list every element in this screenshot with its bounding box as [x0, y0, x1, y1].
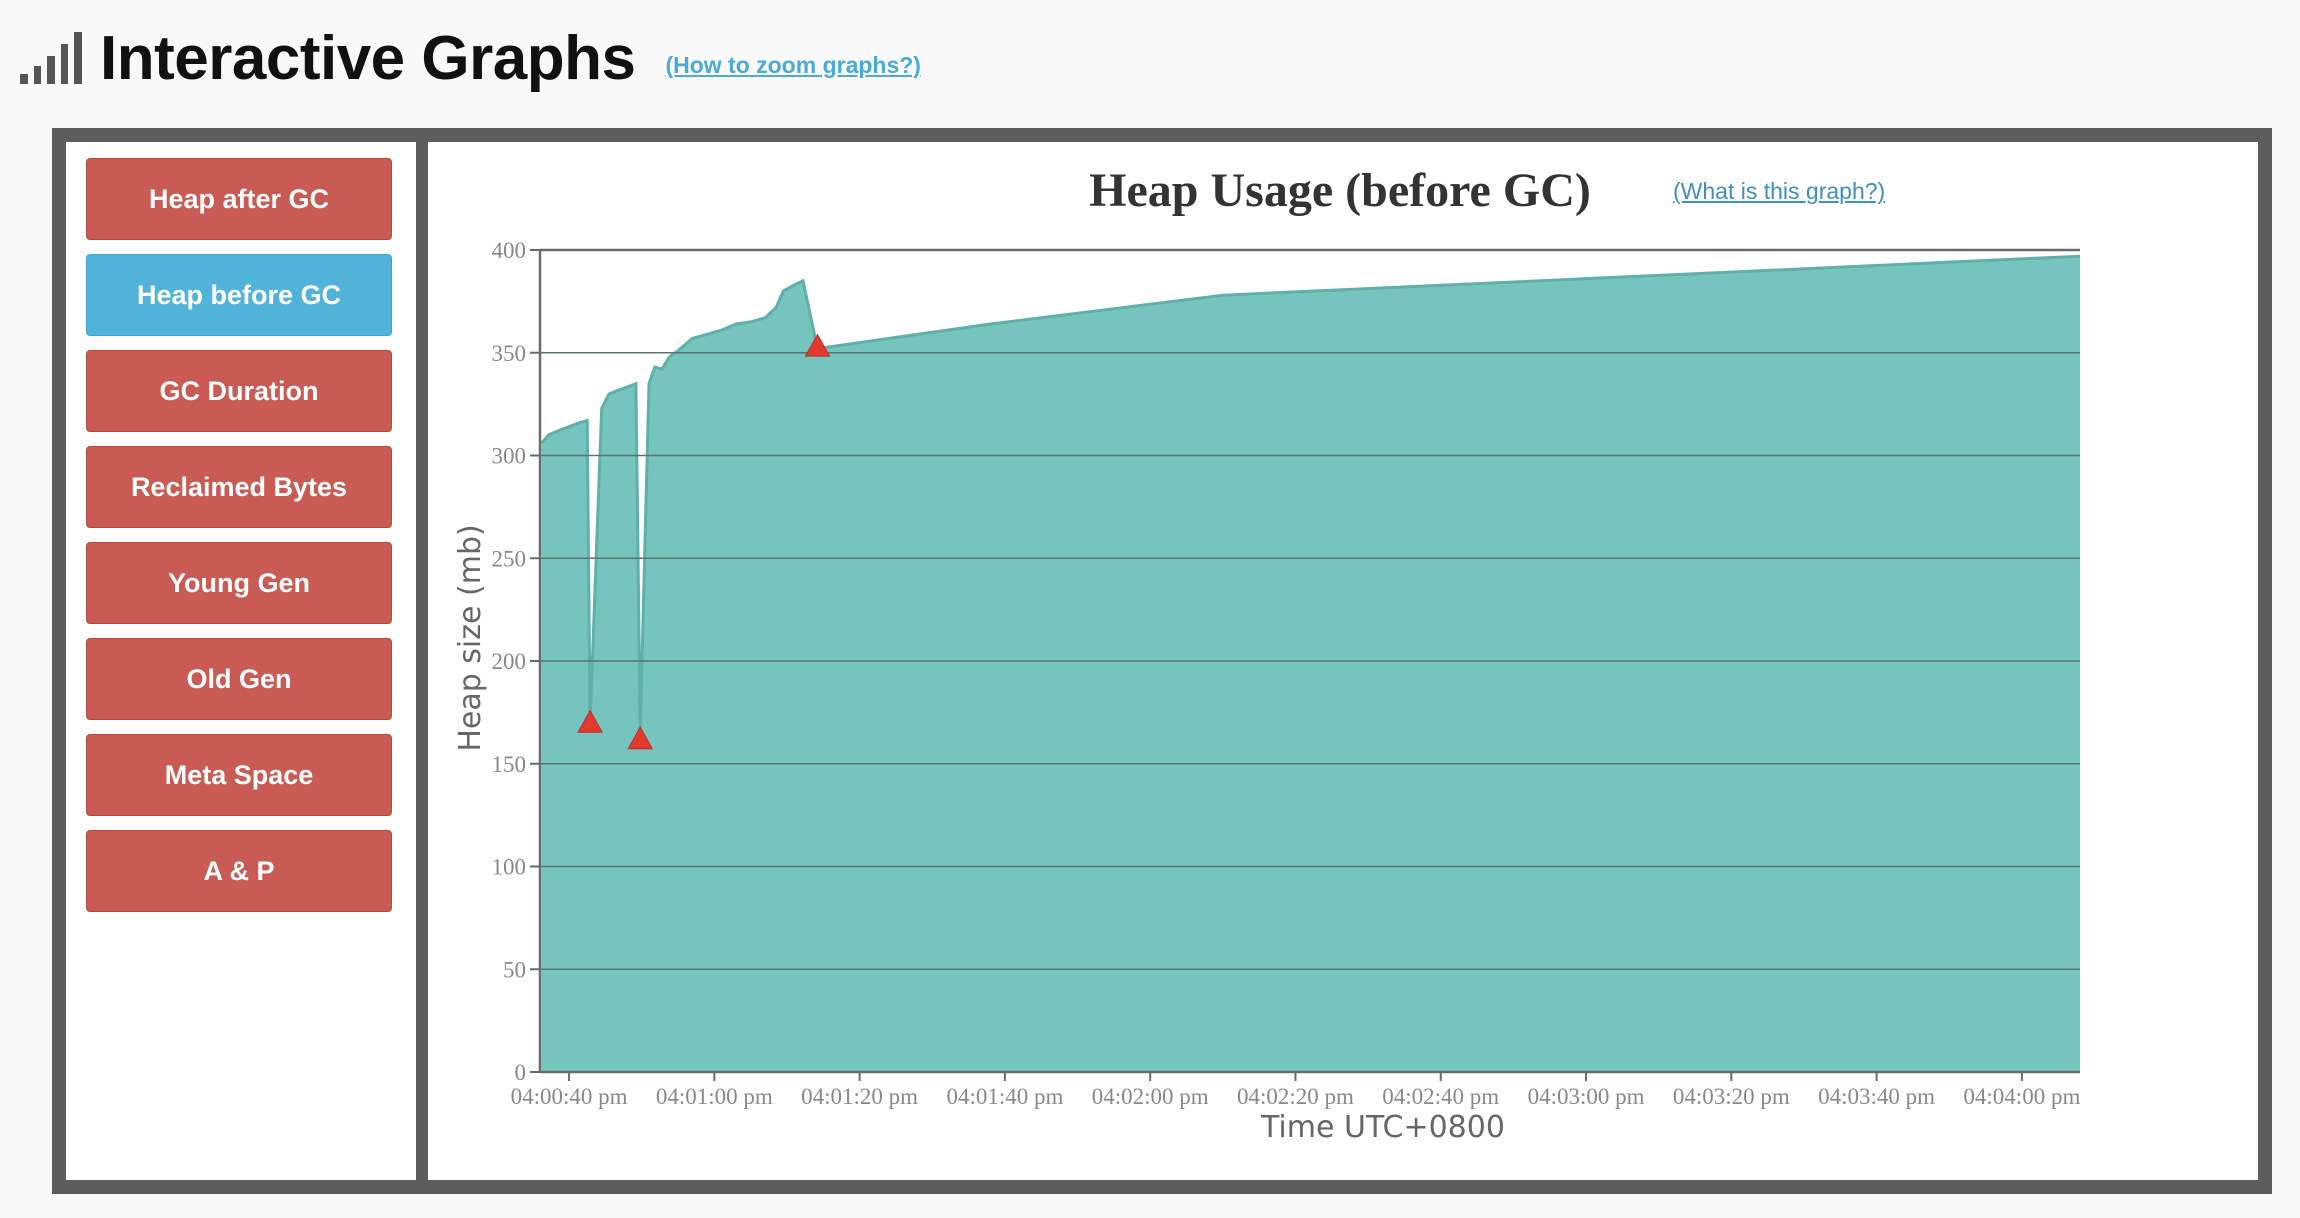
reclaimed-bytes-button[interactable]: Reclaimed Bytes — [86, 446, 392, 528]
x-tick-label: 04:01:00 pm — [656, 1084, 773, 1109]
y-tick-label: 200 — [492, 649, 527, 674]
zoom-help-link[interactable]: (How to zoom graphs?) — [665, 51, 921, 78]
graphs-frame: Heap after GC Heap before GC GC Duration… — [52, 128, 2272, 1194]
y-tick-label: 150 — [492, 752, 527, 777]
graph-sidebar: Heap after GC Heap before GC GC Duration… — [66, 142, 416, 1180]
x-tick-label: 04:02:40 pm — [1382, 1084, 1499, 1109]
a-and-p-button[interactable]: A & P — [86, 830, 392, 912]
gc-marker-1 — [577, 709, 603, 733]
page-title: Interactive Graphs — [100, 23, 636, 93]
area-fill — [541, 256, 2080, 1072]
area-line — [540, 254, 2081, 733]
area-series — [540, 254, 2081, 1072]
heap-before-gc-button[interactable]: Heap before GC — [86, 254, 392, 336]
x-tick-label: 04:03:00 pm — [1528, 1084, 1645, 1109]
x-tick-label: 04:00:40 pm — [511, 1084, 628, 1109]
y-axis-label: Heap size (mb) — [453, 524, 488, 751]
y-tick-label: 400 — [492, 238, 527, 263]
page-header: Interactive Graphs (How to zoom graphs?) — [20, 18, 921, 98]
young-gen-button[interactable]: Young Gen — [86, 542, 392, 624]
gc-markers — [577, 333, 831, 750]
graph-help-link[interactable]: (What is this graph?) — [1673, 178, 1886, 204]
y-tick-label: 350 — [492, 341, 527, 366]
meta-space-button[interactable]: Meta Space — [86, 734, 392, 816]
heap-usage-chart[interactable]: Heap Usage (before GC) 0 50 100 150 200 250 30… — [428, 142, 2258, 1180]
y-tick-label: 50 — [503, 957, 526, 982]
x-tick-label: 04:04:00 pm — [1963, 1084, 2080, 1109]
axes: 0 50 100 150 200 250 300 350 400 04:00:40 pm 04:01… — [492, 238, 2081, 1109]
signal-bars-icon — [20, 32, 82, 84]
chart-title: Heap Usage (before GC) — [1089, 164, 1591, 217]
gc-marker-3 — [804, 333, 831, 357]
y-tick-label: 250 — [492, 546, 527, 571]
old-gen-button[interactable]: Old Gen — [86, 638, 392, 720]
y-tick-label: 300 — [492, 444, 527, 469]
graph-panel: Heap Usage (before GC) 0 50 100 150 200 250 30… — [428, 142, 2258, 1180]
x-tick-label: 04:01:20 pm — [801, 1084, 918, 1109]
gc-duration-button[interactable]: GC Duration — [86, 350, 392, 432]
x-tick-label: 04:03:40 pm — [1818, 1084, 1935, 1109]
heap-after-gc-button[interactable]: Heap after GC — [86, 158, 392, 240]
x-tick-label: 04:02:00 pm — [1092, 1084, 1209, 1109]
gc-marker-2 — [627, 726, 654, 750]
x-axis-label: Time UTC+0800 — [1260, 1110, 1505, 1145]
x-tick-label: 04:03:20 pm — [1673, 1084, 1790, 1109]
y-tick-label: 0 — [515, 1060, 527, 1085]
x-tick-label: 04:02:20 pm — [1237, 1084, 1354, 1109]
x-tick-label: 04:01:40 pm — [946, 1084, 1063, 1109]
y-tick-label: 100 — [492, 855, 527, 880]
